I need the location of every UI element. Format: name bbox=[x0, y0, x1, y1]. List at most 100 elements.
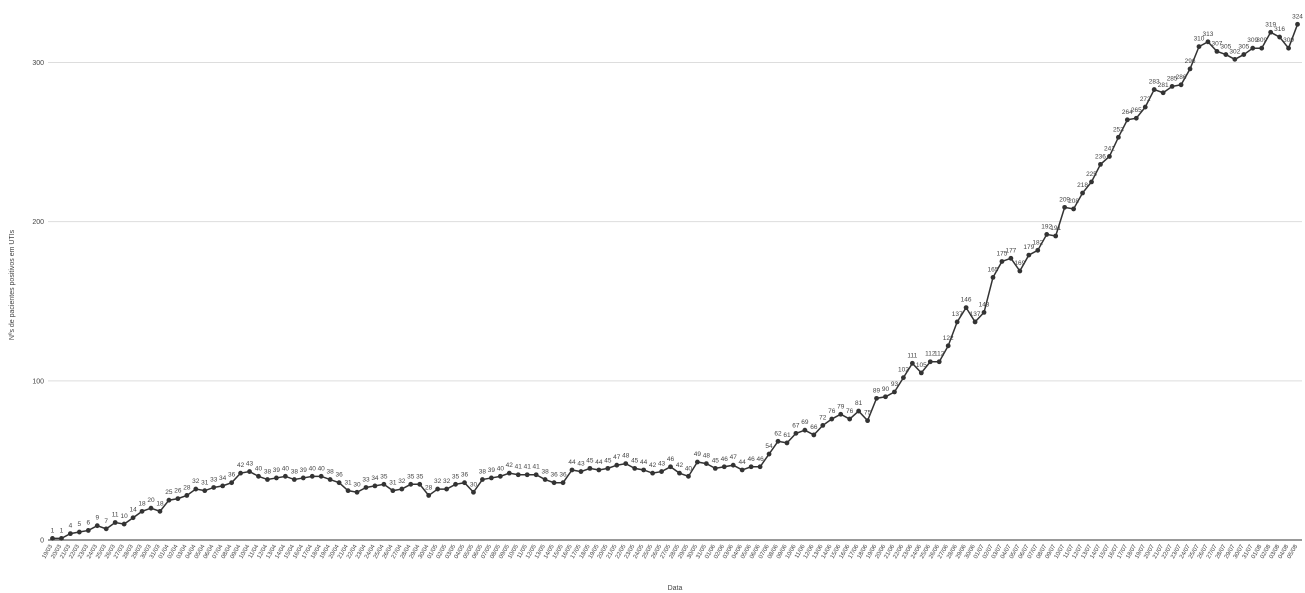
value-label: 14 bbox=[129, 507, 137, 514]
point bbox=[918, 370, 924, 376]
value-label: 61 bbox=[783, 432, 791, 439]
point bbox=[399, 486, 405, 492]
point bbox=[229, 480, 235, 486]
point bbox=[1035, 247, 1041, 253]
value-label: 305 bbox=[1238, 44, 1249, 51]
point bbox=[309, 473, 315, 479]
point bbox=[1187, 66, 1193, 72]
point bbox=[1071, 206, 1076, 212]
value-label: 309 bbox=[1283, 37, 1294, 44]
value-label: 33 bbox=[362, 476, 370, 483]
value-label: 236 bbox=[1095, 153, 1106, 160]
point bbox=[533, 472, 539, 478]
point bbox=[336, 480, 342, 486]
value-label: 40 bbox=[497, 465, 505, 472]
value-label: 90 bbox=[882, 386, 890, 393]
point bbox=[936, 359, 942, 365]
value-label: 66 bbox=[810, 424, 818, 431]
point bbox=[793, 430, 799, 436]
value-label: 36 bbox=[550, 472, 558, 479]
value-label: 43 bbox=[577, 461, 585, 468]
value-label: 32 bbox=[434, 478, 442, 485]
point bbox=[50, 536, 55, 541]
value-label: 35 bbox=[407, 473, 415, 480]
value-label: 143 bbox=[979, 301, 990, 308]
point bbox=[59, 536, 64, 541]
value-label: 191 bbox=[1050, 225, 1061, 232]
value-label: 122 bbox=[943, 335, 954, 342]
point bbox=[578, 469, 584, 474]
point bbox=[730, 462, 736, 468]
value-label: 218 bbox=[1077, 182, 1088, 189]
value-label: 48 bbox=[622, 453, 630, 460]
value-label: 40 bbox=[318, 465, 326, 472]
point bbox=[605, 465, 611, 471]
value-label: 208 bbox=[1068, 198, 1079, 205]
point bbox=[506, 470, 512, 476]
value-label: 72 bbox=[819, 414, 827, 421]
point bbox=[1295, 21, 1300, 27]
point bbox=[972, 319, 978, 325]
value-label: 46 bbox=[721, 456, 729, 463]
value-label: 112 bbox=[925, 351, 936, 358]
value-label: 47 bbox=[613, 454, 621, 461]
point bbox=[766, 451, 772, 457]
value-label: 43 bbox=[246, 461, 254, 468]
point bbox=[139, 508, 145, 514]
value-label: 42 bbox=[506, 462, 514, 469]
point bbox=[274, 475, 279, 481]
point bbox=[1062, 204, 1068, 210]
value-label: 46 bbox=[667, 456, 675, 463]
value-label: 137 bbox=[952, 311, 963, 318]
x-axis-title: Data bbox=[668, 585, 683, 592]
value-label: 32 bbox=[398, 478, 406, 485]
value-label: 30 bbox=[470, 481, 478, 488]
value-label: 35 bbox=[452, 473, 460, 480]
point bbox=[1142, 104, 1148, 110]
point bbox=[856, 408, 862, 414]
point bbox=[1080, 190, 1085, 196]
value-label: 39 bbox=[488, 467, 496, 474]
point bbox=[981, 310, 987, 315]
point bbox=[211, 485, 217, 490]
value-label: 111 bbox=[907, 352, 917, 359]
value-label: 39 bbox=[273, 467, 281, 474]
value-label: 10 bbox=[121, 513, 129, 520]
value-label: 34 bbox=[219, 475, 227, 482]
point bbox=[927, 359, 933, 365]
point bbox=[686, 473, 691, 479]
point bbox=[157, 508, 163, 514]
point bbox=[354, 489, 360, 495]
value-label: 48 bbox=[703, 453, 711, 460]
point bbox=[614, 462, 620, 468]
value-label: 175 bbox=[997, 250, 1008, 257]
value-label: 146 bbox=[961, 297, 972, 304]
value-label: 41 bbox=[524, 464, 532, 471]
point bbox=[1151, 87, 1157, 92]
point bbox=[85, 528, 91, 533]
point bbox=[560, 480, 566, 486]
point bbox=[462, 480, 467, 486]
point bbox=[1044, 232, 1050, 237]
value-label: 42 bbox=[237, 462, 245, 469]
value-label: 281 bbox=[1158, 82, 1169, 89]
point bbox=[103, 526, 109, 532]
point bbox=[345, 488, 351, 494]
point bbox=[417, 481, 423, 487]
value-label: 79 bbox=[837, 403, 845, 410]
point bbox=[874, 395, 879, 401]
value-label: 225 bbox=[1086, 171, 1097, 178]
point bbox=[1196, 44, 1202, 50]
point bbox=[94, 523, 100, 529]
y-tick-label: 300 bbox=[32, 60, 44, 67]
point bbox=[623, 461, 629, 467]
value-label: 307 bbox=[1211, 40, 1222, 47]
value-label: 18 bbox=[156, 500, 164, 507]
point bbox=[1098, 161, 1103, 167]
value-label: 286 bbox=[1176, 74, 1187, 81]
y-tick-label: 100 bbox=[32, 378, 44, 385]
value-label: 5 bbox=[78, 521, 82, 528]
point bbox=[166, 497, 172, 503]
point bbox=[909, 360, 915, 366]
value-label: 76 bbox=[846, 408, 854, 415]
